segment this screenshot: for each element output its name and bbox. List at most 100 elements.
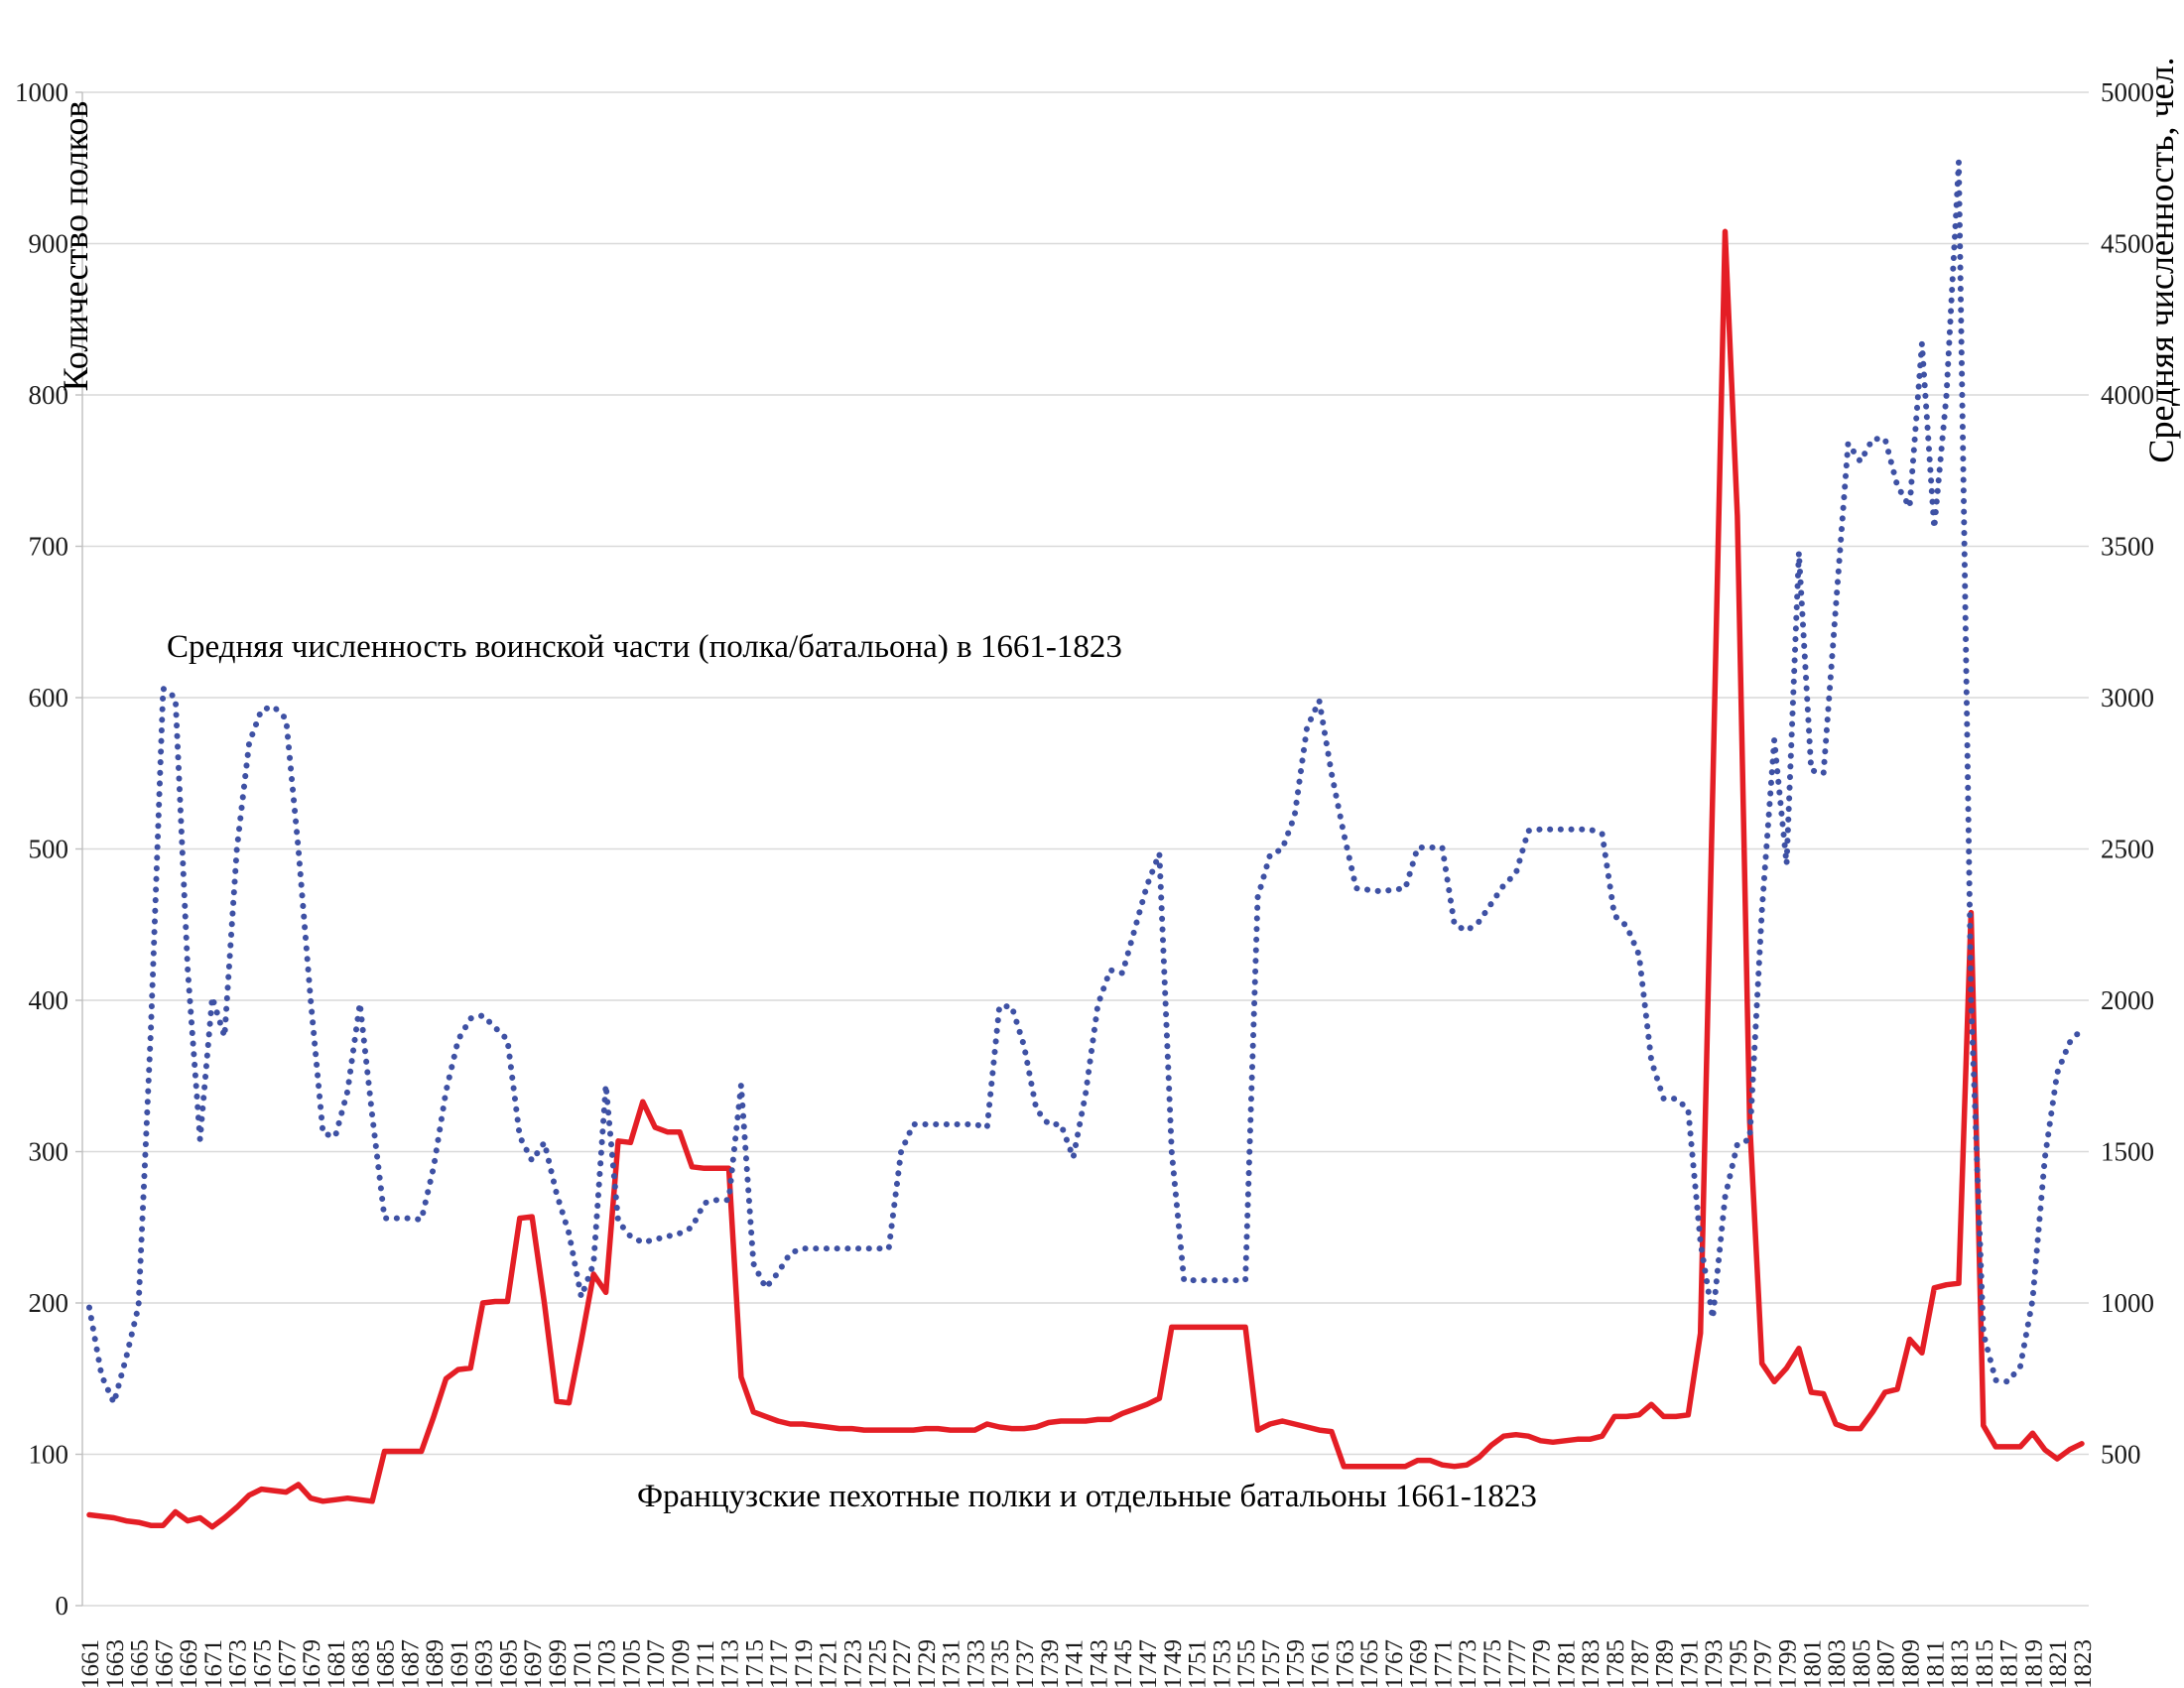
x-axis-tick-label: 1677 bbox=[274, 1639, 301, 1688]
x-axis-tick-label: 1761 bbox=[1308, 1639, 1335, 1688]
left-axis-tick-label: 200 bbox=[29, 1288, 69, 1318]
right-axis-tick-label: 2000 bbox=[2101, 985, 2154, 1015]
x-axis-tick-label: 1663 bbox=[102, 1639, 129, 1688]
x-axis-tick-label: 1769 bbox=[1406, 1639, 1433, 1688]
x-axis-tick-label: 1797 bbox=[1750, 1639, 1777, 1688]
x-axis-tick-label: 1667 bbox=[151, 1639, 178, 1688]
right-axis-tick-label: 500 bbox=[2101, 1440, 2141, 1470]
left-axis-tick-label: 600 bbox=[29, 683, 69, 713]
x-axis-tick-label: 1805 bbox=[1849, 1639, 1875, 1688]
x-axis-tick-label: 1789 bbox=[1652, 1639, 1679, 1688]
x-axis-tick-label: 1685 bbox=[373, 1639, 400, 1688]
left-axis-tick-label: 1000 bbox=[15, 77, 68, 107]
x-axis-tick-label: 1771 bbox=[1431, 1639, 1458, 1688]
x-axis-tick-label: 1809 bbox=[1898, 1639, 1925, 1688]
left-axis-tick-label: 900 bbox=[29, 229, 69, 259]
right-axis-tick-label: 1500 bbox=[2101, 1137, 2154, 1167]
plot-area: 0 100 200 300 400 500 600 700 800 900 1000 500 1000 1… bbox=[15, 77, 2154, 1688]
left-axis-tick-label: 100 bbox=[29, 1440, 69, 1470]
x-axis-tick-label: 1683 bbox=[348, 1639, 375, 1688]
x-axis-tick-label: 1753 bbox=[1209, 1639, 1235, 1688]
x-axis-tick-label: 1743 bbox=[1086, 1639, 1112, 1688]
x-axis-tick-label: 1817 bbox=[1996, 1639, 2023, 1688]
x-axis-tick-label: 1735 bbox=[987, 1639, 1014, 1688]
x-axis-tick-label: 1801 bbox=[1799, 1639, 1826, 1688]
x-axis-tick-label: 1693 bbox=[471, 1639, 498, 1688]
x-axis-tick-label: 1673 bbox=[225, 1639, 252, 1688]
x-axis-tick-label: 1711 bbox=[693, 1640, 719, 1688]
red-series-line bbox=[86, 228, 2085, 1530]
x-axis-tick-label: 1687 bbox=[397, 1639, 424, 1688]
left-axis-tick-label: 800 bbox=[29, 380, 69, 410]
x-axis-tick-label: 1681 bbox=[323, 1639, 350, 1688]
x-axis-tick-label: 1727 bbox=[889, 1639, 916, 1688]
x-axis-tick-label: 1763 bbox=[1332, 1639, 1358, 1688]
x-axis-tick-label: 1733 bbox=[963, 1639, 989, 1688]
x-axis-tick-label: 1773 bbox=[1455, 1639, 1481, 1688]
x-axis-tick-label: 1775 bbox=[1479, 1639, 1506, 1688]
right-axis-tick-label: 1000 bbox=[2101, 1288, 2154, 1318]
x-axis-tick-label: 1669 bbox=[176, 1639, 202, 1688]
x-axis-tick-label: 1731 bbox=[939, 1639, 965, 1688]
x-axis-tick-label: 1707 bbox=[643, 1639, 670, 1688]
x-axis-tick-label: 1739 bbox=[1037, 1639, 1064, 1688]
x-axis-tick-label: 1665 bbox=[127, 1639, 154, 1688]
x-axis-tick-label: 1787 bbox=[1627, 1639, 1654, 1688]
x-axis-tick-label: 1741 bbox=[1062, 1639, 1089, 1688]
x-axis-tick-label: 1709 bbox=[668, 1639, 695, 1688]
x-axis-tick-label: 1717 bbox=[766, 1639, 793, 1688]
blue-series-annotation: Средняя численность воинской части (полк… bbox=[167, 629, 1122, 665]
right-axis-tick-label: 4000 bbox=[2101, 380, 2154, 410]
x-axis-tick-label: 1785 bbox=[1603, 1639, 1629, 1688]
x-axis-tick-label: 1777 bbox=[1504, 1639, 1531, 1688]
x-axis-tick-label: 1751 bbox=[1185, 1639, 1212, 1688]
x-axis-tick-label: 1815 bbox=[1972, 1639, 1998, 1688]
x-axis-tick-label: 1781 bbox=[1553, 1639, 1580, 1688]
x-axis-tick-label: 1749 bbox=[1160, 1639, 1187, 1688]
right-axis-tick-label: 3500 bbox=[2101, 532, 2154, 562]
left-axis-tick-label: 300 bbox=[29, 1137, 69, 1167]
x-axis-tick-label: 1701 bbox=[570, 1639, 596, 1688]
x-axis-tick-label: 1725 bbox=[864, 1639, 891, 1688]
x-axis-tick-label: 1723 bbox=[840, 1639, 867, 1688]
x-axis-tick-label: 1689 bbox=[422, 1639, 449, 1688]
x-axis-tick-label: 1679 bbox=[299, 1639, 325, 1688]
x-axis-tick-label: 1823 bbox=[2070, 1639, 2097, 1688]
x-axis-tick-label: 1675 bbox=[250, 1639, 277, 1688]
x-axis-tick-label: 1779 bbox=[1529, 1639, 1556, 1688]
x-axis-tick-label: 1819 bbox=[2020, 1639, 2047, 1688]
left-axis-tick-label: 500 bbox=[29, 835, 69, 864]
x-axis-tick-label: 1795 bbox=[1726, 1639, 1752, 1688]
x-axis-tick-label: 1671 bbox=[200, 1639, 227, 1688]
left-axis-title: Количество полков bbox=[56, 101, 95, 392]
right-axis-tick-label: 2500 bbox=[2101, 835, 2154, 864]
x-axis-tick-label: 1747 bbox=[1135, 1639, 1162, 1688]
x-axis-tick-label: 1813 bbox=[1947, 1639, 1974, 1688]
x-axis-tick-label: 1745 bbox=[1110, 1639, 1137, 1688]
x-axis-tick-label: 1807 bbox=[1873, 1639, 1900, 1688]
red-series-annotation: Французские пехотные полки и отдельные б… bbox=[637, 1479, 1537, 1514]
x-axis-tick-label: 1803 bbox=[1824, 1639, 1851, 1688]
right-axis-tick-label: 5000 bbox=[2101, 77, 2154, 107]
x-axis-tick-label: 1767 bbox=[1381, 1639, 1408, 1688]
right-axis-tick-label: 4500 bbox=[2101, 229, 2154, 259]
left-axis-tick-label: 700 bbox=[29, 532, 69, 562]
x-axis-tick-label: 1691 bbox=[447, 1639, 473, 1688]
right-axis-title: Средняя численность, чел. bbox=[2141, 57, 2181, 462]
blue-series-line bbox=[86, 159, 2085, 1406]
x-axis-tick-label: 1699 bbox=[545, 1639, 572, 1688]
x-axis-tick-label: 1755 bbox=[1233, 1639, 1260, 1688]
left-axis-tick-label: 400 bbox=[29, 985, 69, 1015]
right-axis-tick-label: 3000 bbox=[2101, 683, 2154, 713]
x-axis-tick-label: 1695 bbox=[495, 1639, 522, 1688]
x-axis-tick-label: 1697 bbox=[520, 1639, 547, 1688]
left-axis-tick-label: 0 bbox=[56, 1591, 69, 1621]
x-axis-tick-label: 1821 bbox=[2045, 1639, 2072, 1688]
x-axis-tick-label: 1705 bbox=[618, 1639, 645, 1688]
x-axis-tick-label: 1757 bbox=[1258, 1639, 1285, 1688]
x-axis-tick-label: 1661 bbox=[77, 1639, 104, 1688]
x-axis-tick-label: 1729 bbox=[914, 1639, 941, 1688]
x-axis-tick-label: 1719 bbox=[791, 1639, 818, 1688]
